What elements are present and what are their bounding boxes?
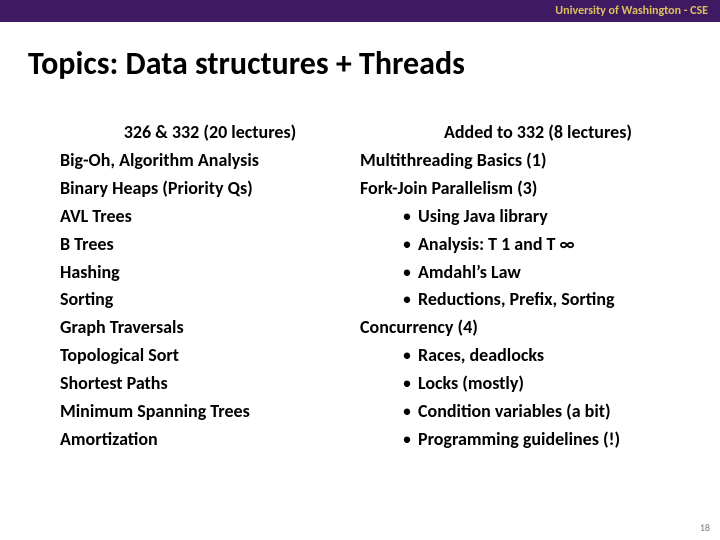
sub-list-item: •Using Java library — [396, 203, 690, 231]
sub-list-item: •Locks (mostly) — [396, 370, 690, 398]
left-column-heading: 326 & 332 (20 lectures) — [60, 121, 360, 143]
list-item: Amortization — [60, 426, 360, 454]
left-column: 326 & 332 (20 lectures) Big-Oh, Algorith… — [60, 121, 360, 454]
bullet-icon: • — [396, 203, 418, 231]
banner-text: University of Washington - CSE — [555, 4, 708, 18]
list-item: Topological Sort — [60, 342, 360, 370]
section-heading: Multithreading Basics (1) — [360, 147, 690, 175]
sub-item-text: Programming guidelines (!) — [418, 426, 620, 454]
sub-item-text: Condition variables (a bit) — [418, 398, 611, 426]
sub-list: •Races, deadlocks •Locks (mostly) •Condi… — [396, 342, 690, 454]
list-item: Hashing — [60, 259, 360, 287]
content-columns: 326 & 332 (20 lectures) Big-Oh, Algorith… — [0, 121, 720, 454]
sub-item-text: Using Java library — [418, 203, 548, 231]
sub-list-item: •Condition variables (a bit) — [396, 398, 690, 426]
header-banner: University of Washington - CSE — [0, 0, 720, 22]
slide-title: Topics: Data structures + Threads — [28, 44, 720, 83]
section-heading: Fork-Join Parallelism (3) — [360, 175, 690, 203]
list-item: Minimum Spanning Trees — [60, 398, 360, 426]
sub-list-item: •Programming guidelines (!) — [396, 426, 690, 454]
bullet-icon: • — [396, 342, 418, 370]
bullet-icon: • — [396, 286, 418, 314]
bullet-icon: • — [396, 370, 418, 398]
sub-item-text: Races, deadlocks — [418, 342, 544, 370]
bullet-icon: • — [396, 398, 418, 426]
list-item: Big-Oh, Algorithm Analysis — [60, 147, 360, 175]
bullet-icon: • — [396, 259, 418, 287]
right-column-heading: Added to 332 (8 lectures) — [360, 121, 690, 143]
sub-item-text: Reductions, Prefix, Sorting — [418, 286, 615, 314]
list-item: AVL Trees — [60, 203, 360, 231]
list-item: B Trees — [60, 231, 360, 259]
sub-list-item: •Analysis: T 1 and T ∞ — [396, 231, 690, 259]
bullet-icon: • — [396, 231, 418, 259]
list-item: Shortest Paths — [60, 370, 360, 398]
sub-item-text: Analysis: T 1 and T ∞ — [418, 231, 575, 259]
list-item: Binary Heaps (Priority Qs) — [60, 175, 360, 203]
sub-list: •Using Java library •Analysis: T 1 and T… — [396, 203, 690, 315]
sub-item-text: Locks (mostly) — [418, 370, 524, 398]
sub-list-item: •Reductions, Prefix, Sorting — [396, 286, 690, 314]
sub-list-item: •Amdahl’s Law — [396, 259, 690, 287]
list-item: Sorting — [60, 286, 360, 314]
sub-list-item: •Races, deadlocks — [396, 342, 690, 370]
page-number: 18 — [700, 521, 710, 534]
list-item: Graph Traversals — [60, 314, 360, 342]
right-column: Added to 332 (8 lectures) Multithreading… — [360, 121, 690, 454]
bullet-icon: • — [396, 426, 418, 454]
sub-item-text: Amdahl’s Law — [418, 259, 521, 287]
section-heading: Concurrency (4) — [360, 314, 690, 342]
